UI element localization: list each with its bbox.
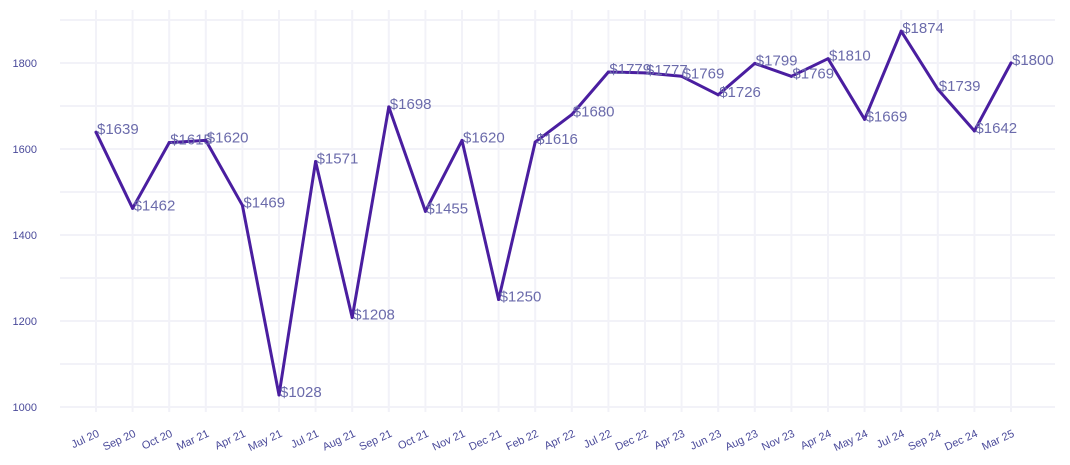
x-tick-label: Nov 23	[760, 428, 797, 454]
x-tick-label: May 21	[246, 428, 284, 454]
x-tick-label: Feb 22	[504, 428, 540, 453]
data-label: $1739	[939, 78, 981, 95]
data-label: $1615	[170, 132, 212, 149]
data-point	[863, 117, 867, 121]
x-tick-label: Sep 24	[906, 428, 943, 454]
y-tick-label: 1200	[13, 316, 37, 328]
data-point	[131, 206, 135, 210]
data-point	[606, 70, 610, 74]
data-label: $1799	[756, 52, 798, 69]
data-point	[423, 209, 427, 213]
x-tick-label: Jul 24	[875, 428, 907, 451]
y-tick-label: 1400	[13, 230, 37, 242]
x-tick-label: May 24	[832, 428, 870, 454]
data-point	[643, 71, 647, 75]
data-label: $1769	[683, 65, 725, 82]
data-label: $1616	[536, 131, 578, 148]
data-point	[570, 113, 574, 117]
data-point	[497, 298, 501, 301]
data-label: $1874	[902, 20, 944, 37]
data-label: $1620	[463, 129, 505, 146]
data-label: $1462	[134, 197, 176, 214]
grid	[60, 10, 1055, 412]
data-point	[972, 129, 976, 133]
data-label: $1777	[646, 62, 688, 79]
x-tick-label: Mar 25	[980, 428, 1016, 453]
data-label: $1571	[317, 150, 359, 167]
data-label: $1469	[243, 194, 285, 211]
data-label: $1810	[829, 48, 871, 65]
data-label: $1680	[573, 104, 615, 121]
x-tick-label: Mar 21	[175, 428, 211, 453]
x-tick-label: Oct 21	[396, 428, 430, 453]
data-point	[350, 316, 354, 320]
x-tick-label: Nov 21	[431, 428, 468, 454]
data-point	[533, 140, 537, 144]
x-tick-label: Apr 23	[652, 428, 686, 453]
x-tick-label: Jul 22	[582, 428, 614, 451]
data-label: $1455	[426, 200, 468, 217]
data-label: $1620	[207, 129, 249, 146]
data-label: $1639	[97, 121, 139, 138]
data-point	[460, 138, 464, 142]
x-tick-label: Aug 23	[723, 428, 760, 454]
data-point	[753, 61, 757, 65]
x-tick-label: Jun 23	[688, 428, 723, 453]
data-label: $1250	[500, 289, 542, 306]
x-tick-label: Jul 20	[70, 428, 102, 451]
data-point	[899, 29, 903, 33]
x-tick-label: Apr 22	[543, 428, 577, 453]
data-label: $1800	[1012, 52, 1054, 69]
data-point	[789, 74, 793, 78]
x-tick-label: Dec 22	[614, 428, 651, 454]
data-point	[387, 105, 391, 109]
data-label: $1669	[866, 108, 908, 125]
data-point	[277, 393, 281, 397]
data-point	[1009, 61, 1013, 65]
data-point	[240, 203, 244, 207]
data-label: $1642	[975, 120, 1017, 137]
data-label: $1726	[719, 84, 761, 101]
data-point	[167, 141, 171, 145]
data-label: $1698	[390, 96, 432, 113]
series-line	[94, 29, 1013, 397]
x-tick-label: Dec 21	[467, 428, 504, 454]
data-point	[204, 138, 208, 142]
data-labels: $1639$1462$1615$1620$1469$1028$1571$1208…	[94, 20, 1054, 401]
data-point	[314, 159, 318, 163]
data-point	[680, 74, 684, 78]
y-tick-label: 1800	[13, 58, 37, 70]
x-tick-label: Sep 21	[357, 428, 394, 454]
y-axis-ticks: 1000 1200 1400 1600 1800	[13, 58, 37, 414]
y-tick-label: 1600	[13, 144, 37, 156]
data-point	[94, 130, 98, 134]
y-tick-label: 1000	[13, 402, 37, 414]
x-tick-label: Dec 24	[943, 428, 980, 454]
data-label: $1769	[792, 65, 834, 82]
data-label: $1208	[353, 307, 395, 324]
x-tick-label: Oct 20	[140, 428, 174, 453]
data-point	[936, 87, 940, 91]
data-point	[716, 93, 720, 97]
data-label: $1028	[280, 384, 322, 401]
x-tick-label: Apr 21	[213, 428, 247, 453]
data-label: $1779	[609, 61, 651, 78]
x-tick-label: Jul 21	[289, 428, 321, 451]
data-point	[826, 57, 830, 61]
x-tick-label: Sep 20	[101, 428, 138, 454]
x-tick-label: Aug 21	[321, 428, 358, 454]
x-tick-label: Apr 24	[799, 428, 833, 453]
